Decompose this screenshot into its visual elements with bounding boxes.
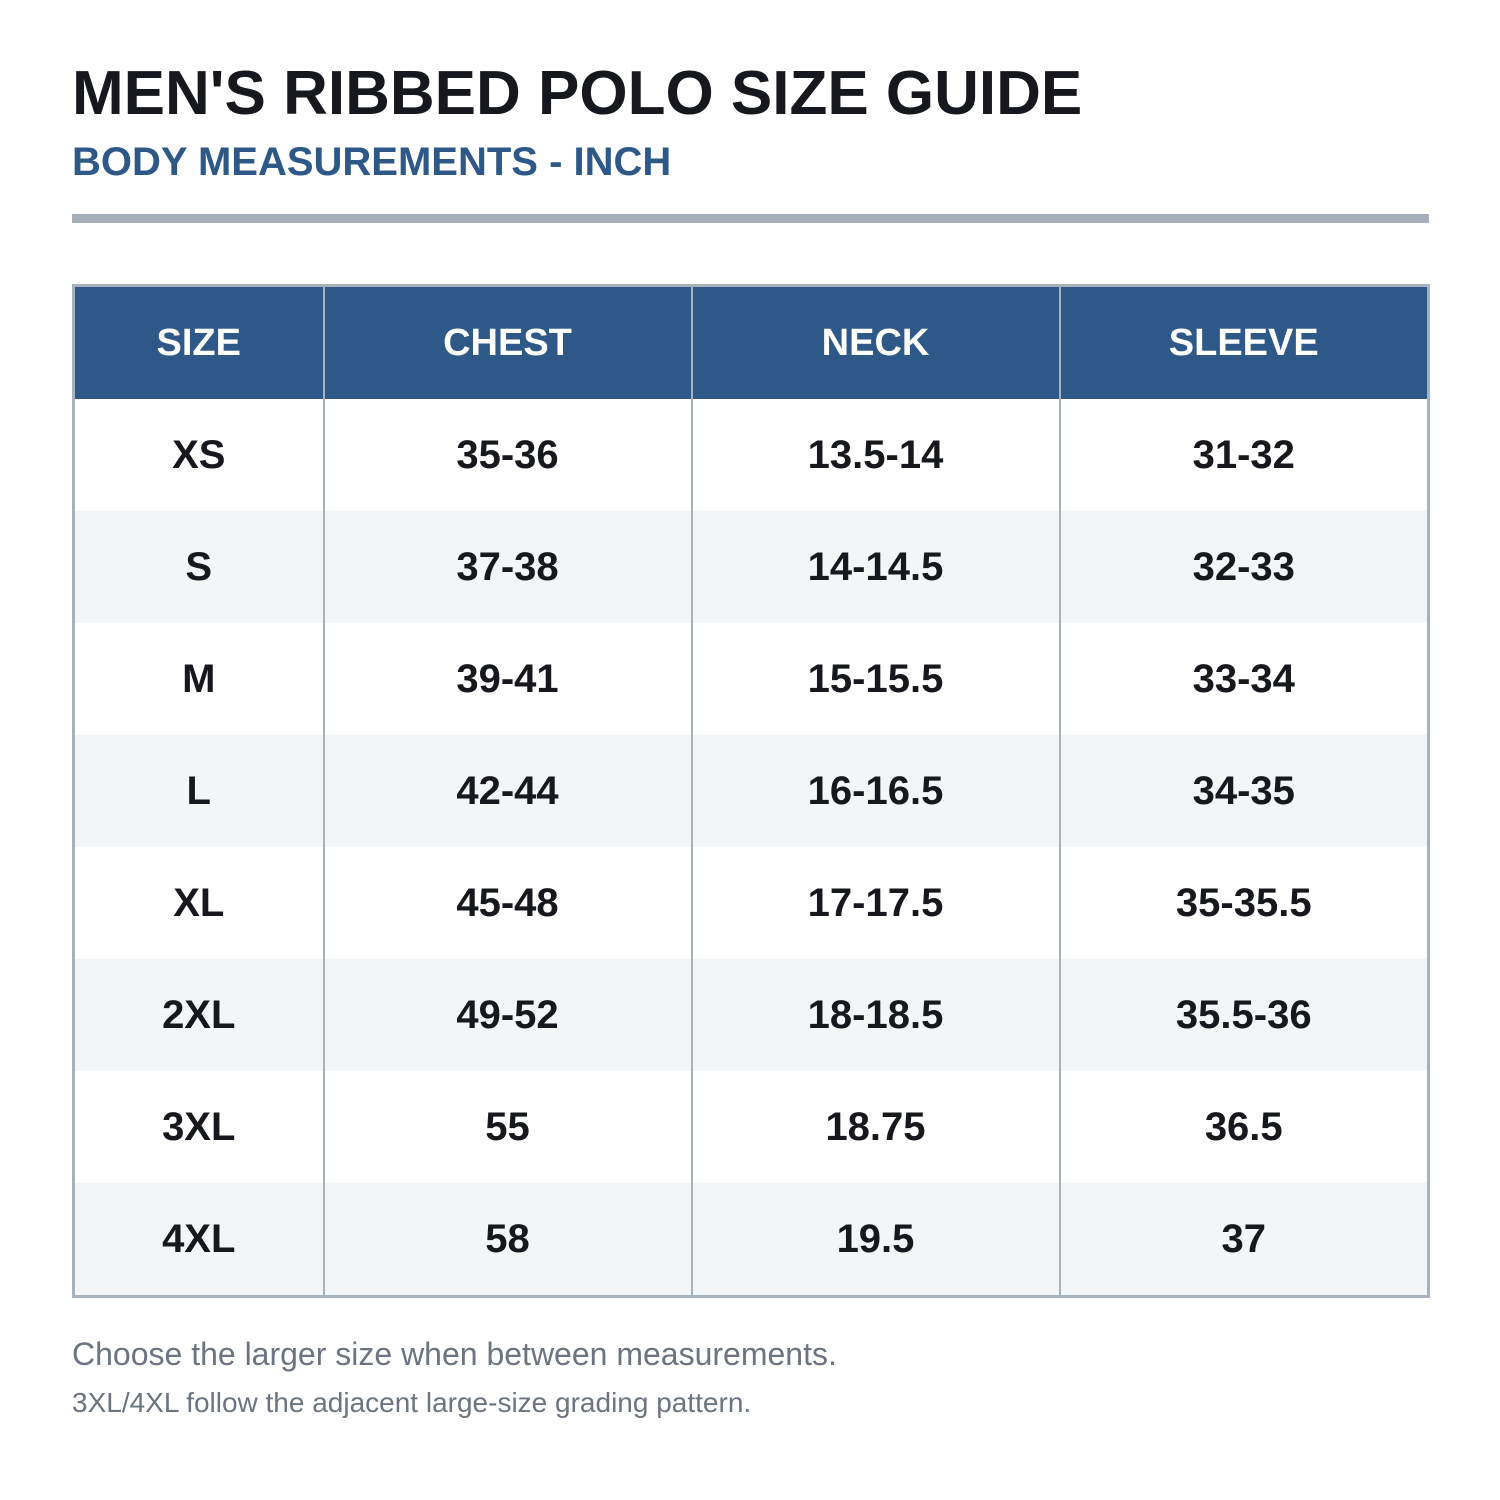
size-cell: 4XL	[72, 1183, 324, 1297]
measurement-cell: 14-14.5	[690, 511, 1060, 623]
measurement-cell: 13.5-14	[690, 399, 1060, 511]
header-row: SIZE CHEST NECK SLEEVE	[72, 285, 1429, 399]
measurement-cell: 35-36	[322, 399, 692, 511]
size-cell: L	[72, 735, 324, 847]
size-cell: 2XL	[72, 959, 324, 1071]
measurement-cell: 37-38	[322, 511, 692, 623]
measurement-cell: 36.5	[1058, 1071, 1429, 1183]
measurement-cell: 16-16.5	[690, 735, 1060, 847]
size-cell: XL	[72, 847, 324, 959]
measurement-cell: 19.5	[690, 1183, 1060, 1297]
measurement-cell: 31-32	[1058, 399, 1429, 511]
table-body: XS 35-36 13.5-14 31-32 S 37-38 14-14.5 32-33 M 39…	[72, 399, 1429, 1297]
table-row: L 42-44 16-16.5 34-35	[72, 735, 1429, 847]
table-row: XS 35-36 13.5-14 31-32	[72, 399, 1429, 511]
measurement-cell: 15-15.5	[690, 623, 1060, 735]
column-header: NECK	[690, 285, 1060, 399]
measurement-cell: 35-35.5	[1058, 847, 1429, 959]
measurement-cell: 37	[1058, 1183, 1429, 1297]
measurement-cell: 18.75	[690, 1071, 1060, 1183]
measurement-cell: 17-17.5	[690, 847, 1060, 959]
size-cell: S	[72, 511, 324, 623]
measurement-cell: 34-35	[1058, 735, 1429, 847]
measurement-cell: 55	[322, 1071, 692, 1183]
table-row: 4XL 58 19.5 37	[72, 1183, 1429, 1297]
table-row: 2XL 49-52 18-18.5 35.5-36	[72, 959, 1429, 1071]
table-row: XL 45-48 17-17.5 35-35.5	[72, 847, 1429, 959]
size-table: SIZE CHEST NECK SLEEVE XS 35-36 13.5-14 31-32 S…	[72, 284, 1430, 1298]
divider	[72, 214, 1429, 223]
column-header: SIZE	[72, 285, 324, 399]
measurement-cell: 49-52	[322, 959, 692, 1071]
size-cell: 3XL	[72, 1071, 324, 1183]
table-row: S 37-38 14-14.5 32-33	[72, 511, 1429, 623]
size-cell: XS	[72, 399, 324, 511]
measurement-cell: 33-34	[1058, 623, 1429, 735]
measurement-cell: 18-18.5	[690, 959, 1060, 1071]
measurement-cell: 35.5-36	[1058, 959, 1429, 1071]
measurement-cell: 32-33	[1058, 511, 1429, 623]
subtitle: BODY MEASUREMENTS - INCH	[72, 140, 672, 184]
column-header: SLEEVE	[1058, 285, 1429, 399]
table-row: M 39-41 15-15.5 33-34	[72, 623, 1429, 735]
note: 3XL/4XL follow the adjacent large-size g…	[72, 1387, 752, 1418]
table-row: 3XL 55 18.75 36.5	[72, 1071, 1429, 1183]
note: Choose the larger size when between meas…	[72, 1336, 837, 1372]
size-cell: M	[72, 623, 324, 735]
measurement-cell: 39-41	[322, 623, 692, 735]
measurement-cell: 45-48	[322, 847, 692, 959]
measurement-cell: 58	[322, 1183, 692, 1297]
column-header: CHEST	[322, 285, 692, 399]
title: MEN'S RIBBED POLO SIZE GUIDE	[72, 59, 1083, 128]
measurement-cell: 42-44	[322, 735, 692, 847]
